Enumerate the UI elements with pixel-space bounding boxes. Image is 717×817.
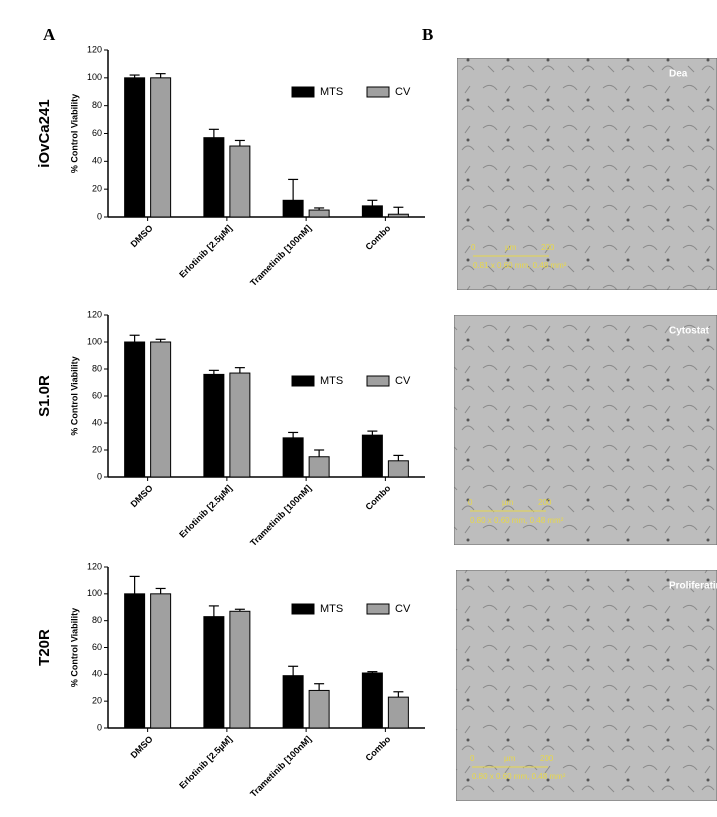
- y-tick-label: 80: [92, 363, 102, 373]
- y-tick-label: 40: [92, 417, 102, 427]
- x-tick-label: Trametinib [100nM]: [248, 734, 313, 799]
- bar: [282, 437, 304, 478]
- bar: [124, 593, 146, 729]
- bar: [308, 456, 330, 478]
- y-tick-label: 120: [87, 44, 102, 54]
- y-tick-label: 60: [92, 128, 102, 138]
- bar: [229, 145, 251, 218]
- y-axis-label: % Control Viability: [69, 356, 79, 435]
- bar: [203, 373, 225, 478]
- panel-label: B: [422, 25, 433, 44]
- image: [456, 570, 717, 801]
- bar: [387, 213, 409, 218]
- y-tick-label: 80: [92, 100, 102, 110]
- chart-title: S1.0R: [36, 375, 53, 417]
- y-tick-label: 20: [92, 444, 102, 454]
- x-tick-label: Erlotinib [2.5µM]: [177, 734, 234, 791]
- legend-swatch: [366, 603, 390, 615]
- image-label: Proliferatin: [669, 581, 717, 592]
- legend-swatch: [366, 375, 390, 387]
- bar: [150, 77, 172, 218]
- y-tick-label: 60: [92, 642, 102, 652]
- bar: [150, 341, 172, 478]
- legend-label: CV: [395, 603, 411, 615]
- bar: [124, 77, 146, 218]
- scale-text: µm: [505, 243, 517, 252]
- y-tick-label: 120: [87, 561, 102, 571]
- image-label: Cytostat: [669, 326, 710, 337]
- bar: [308, 209, 330, 218]
- image-label: Dea: [669, 69, 688, 80]
- legend-label: CV: [395, 375, 411, 387]
- panel-label: A: [43, 25, 56, 44]
- x-tick-label: Combo: [363, 483, 392, 512]
- chart-title: T20R: [36, 629, 53, 666]
- bar: [203, 616, 225, 729]
- x-tick-label: Trametinib [100nM]: [248, 223, 313, 288]
- legend-swatch: [291, 603, 315, 615]
- scale-text: 200: [541, 243, 555, 252]
- y-tick-label: 100: [87, 336, 102, 346]
- scale-text: 0.81 x 0.60 mm, 0.48 mm²: [473, 261, 567, 270]
- y-tick-label: 0: [97, 722, 102, 732]
- x-tick-label: DMSO: [129, 483, 155, 509]
- x-tick-label: DMSO: [129, 734, 155, 760]
- bar: [229, 610, 251, 729]
- bar: [203, 137, 225, 218]
- y-axis-label: % Control Viability: [69, 94, 79, 173]
- bar: [361, 434, 383, 478]
- y-tick-label: 20: [92, 184, 102, 194]
- bar: [150, 593, 172, 729]
- bar: [282, 675, 304, 729]
- x-tick-label: Combo: [363, 734, 392, 763]
- scale-text: 0.80 x 0.60 mm, 0.48 mm²: [470, 516, 564, 525]
- y-tick-label: 20: [92, 696, 102, 706]
- x-tick-label: Erlotinib [2.5µM]: [177, 223, 234, 280]
- scale-text: 200: [540, 754, 554, 763]
- bar: [387, 460, 409, 478]
- scale-text: 0: [471, 243, 476, 252]
- scale-text: µm: [504, 754, 516, 763]
- scale-text: 0: [468, 498, 473, 507]
- bar: [361, 205, 383, 218]
- y-tick-label: 100: [87, 588, 102, 598]
- x-tick-label: Erlotinib [2.5µM]: [177, 483, 234, 540]
- y-tick-label: 40: [92, 156, 102, 166]
- y-tick-label: 60: [92, 390, 102, 400]
- bar: [282, 199, 304, 218]
- legend-label: MTS: [320, 603, 343, 615]
- scale-text: 0.80 x 0.60 mm, 0.48 mm²: [472, 772, 566, 781]
- y-tick-label: 0: [97, 471, 102, 481]
- bar: [229, 372, 251, 478]
- scale-text: µm: [502, 498, 514, 507]
- scale-text: 200: [538, 498, 552, 507]
- y-tick-label: 120: [87, 309, 102, 319]
- chart-title: iOvCa241: [36, 99, 53, 167]
- x-tick-label: Combo: [363, 223, 392, 252]
- y-axis-label: % Control Viability: [69, 608, 79, 687]
- legend-swatch: [366, 86, 390, 98]
- bar: [387, 696, 409, 729]
- micrograph: Cytostat 0 µm 200 0.80 x 0.60 mm, 0.48 mm²: [454, 315, 717, 545]
- legend-swatch: [291, 86, 315, 98]
- y-tick-label: 40: [92, 669, 102, 679]
- image: [457, 58, 717, 290]
- scale-text: 0: [470, 754, 475, 763]
- legend-label: MTS: [320, 375, 343, 387]
- legend-swatch: [291, 375, 315, 387]
- x-tick-label: DMSO: [129, 223, 155, 249]
- bar: [124, 341, 146, 478]
- y-tick-label: 100: [87, 72, 102, 82]
- legend-label: MTS: [320, 86, 343, 98]
- micrograph: Dea 0 µm 200 0.81 x 0.60 mm, 0.48 mm²: [457, 58, 717, 290]
- y-tick-label: 80: [92, 615, 102, 625]
- y-tick-label: 0: [97, 211, 102, 221]
- image: [454, 315, 717, 545]
- bar: [308, 689, 330, 729]
- legend-label: CV: [395, 86, 411, 98]
- x-tick-label: Trametinib [100nM]: [248, 483, 313, 548]
- micrograph: Proliferatin 0 µm 200 0.80 x 0.60 mm, 0.48 m…: [456, 570, 717, 801]
- bar: [361, 672, 383, 729]
